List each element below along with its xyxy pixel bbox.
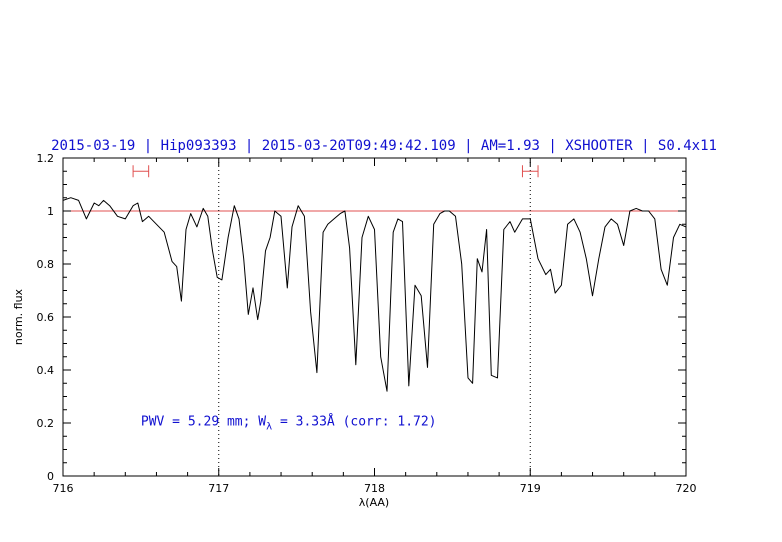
x-tick-label-0: 716	[53, 482, 74, 495]
y-tick-label-6: 1.2	[37, 152, 55, 165]
y-tick-label-1: 0.2	[37, 417, 55, 430]
y-axis-label: norm. flux	[12, 288, 25, 345]
pwv-annotation-suffix: = 3.33Å (corr: 1.72)	[272, 414, 436, 430]
x-axis-label: λ(AA)	[359, 496, 389, 509]
pwv-annotation-subscript: λ	[266, 422, 272, 433]
y-tick-label-5: 1	[47, 205, 54, 218]
pwv-annotation: PWV = 5.29 mm; Wλ = 3.33Å (corr: 1.72)	[141, 414, 437, 433]
plot-area: 716 717 718 719 720 0 0.2 0.4 0.6 0.8 1 1.2	[37, 152, 697, 495]
spectrum-line-0	[62, 197, 687, 392]
x-tick-label-1: 717	[208, 482, 229, 495]
y-tick-label-4: 0.8	[37, 258, 55, 271]
chart-title: 2015-03-19 | Hip093393 | 2015-03-20T09:4…	[51, 138, 717, 154]
x-tick-label-4: 720	[676, 482, 697, 495]
pwv-annotation-prefix: PWV = 5.29 mm; W	[141, 415, 266, 430]
x-tick-label-2: 718	[364, 482, 385, 495]
y-tick-label-2: 0.4	[37, 364, 55, 377]
x-tick-label-3: 719	[520, 482, 541, 495]
y-tick-label-3: 0.6	[37, 311, 55, 324]
continuum-window-0	[132, 165, 150, 178]
y-tick-label-0: 0	[47, 470, 54, 483]
continuum-window-1	[521, 165, 539, 178]
